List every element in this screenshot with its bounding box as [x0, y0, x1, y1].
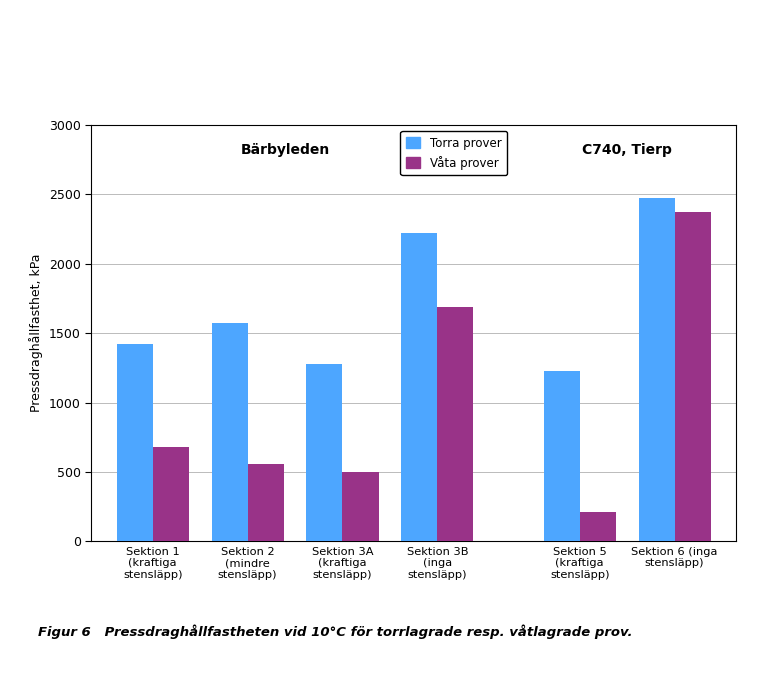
- Text: Bärbyleden: Bärbyleden: [241, 143, 330, 157]
- Bar: [212, 323, 247, 541]
- Bar: [437, 307, 474, 541]
- Bar: [543, 371, 580, 541]
- Bar: [638, 198, 675, 541]
- Bar: [117, 344, 153, 541]
- Bar: [580, 512, 616, 541]
- Bar: [342, 472, 379, 541]
- Text: Figur 6   Pressdraghållfastheten vid 10°C för torrlagrade resp. våtlagrade prov.: Figur 6 Pressdraghållfastheten vid 10°C …: [38, 625, 632, 639]
- Text: C740, Tierp: C740, Tierp: [582, 143, 672, 157]
- Bar: [153, 447, 189, 541]
- Legend: Torra prover, Våta prover: Torra prover, Våta prover: [400, 131, 507, 176]
- Bar: [307, 364, 342, 541]
- Bar: [247, 464, 284, 541]
- Bar: [675, 212, 710, 541]
- Bar: [402, 233, 437, 541]
- Y-axis label: Pressdraghållfasthet, kPa: Pressdraghållfasthet, kPa: [30, 254, 43, 412]
